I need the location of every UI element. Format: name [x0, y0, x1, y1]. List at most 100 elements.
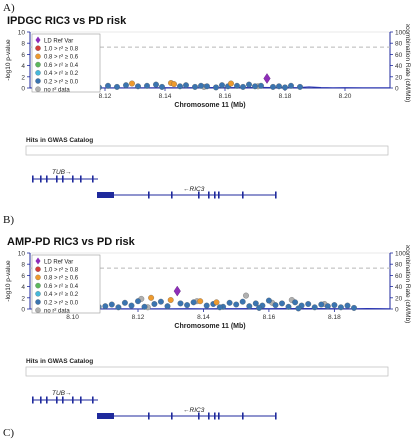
y2-tick-label: 40 — [395, 63, 403, 70]
legend-swatch — [35, 70, 41, 76]
variant-point — [121, 299, 128, 306]
gene-ric3-exon — [214, 412, 216, 420]
variant-point — [279, 300, 285, 307]
y2-tick-label: 40 — [395, 284, 403, 291]
y2-tick-label: 100 — [395, 30, 406, 37]
variant-point — [213, 299, 220, 306]
variant-point — [167, 297, 174, 303]
legend-label: LD Ref Var — [44, 259, 73, 265]
legend-label: 0.4 > r² ≥ 0.2 — [44, 292, 79, 298]
variant-point — [177, 300, 184, 307]
variant-point — [272, 302, 279, 309]
x-tick-label: 8.12 — [132, 314, 145, 321]
gene-tub-exon — [72, 396, 74, 404]
y2-tick-label: 80 — [395, 41, 403, 48]
gene-ric3-exon — [171, 412, 173, 420]
variant-point — [144, 82, 150, 89]
y2-tick-label: 60 — [395, 52, 403, 59]
variant-point — [324, 303, 331, 310]
y-tick-label: 10 — [18, 30, 26, 37]
variant-point — [258, 82, 264, 89]
variant-point — [135, 298, 141, 305]
y-tick-label: 4 — [21, 284, 25, 291]
gene-ric3-exon — [208, 412, 210, 420]
legend-label: 0.2 > r² ≥ 0.0 — [44, 300, 79, 306]
y-tick-label: 6 — [21, 52, 25, 59]
legend-label: no r² data — [44, 309, 70, 315]
x-axis-title: Chromosome 11 (Mb) — [174, 323, 245, 330]
gene-tub-exon — [46, 396, 48, 404]
gene-tub-exon — [80, 175, 82, 183]
lead-variant-diamond — [173, 285, 181, 297]
y2-tick-label: 20 — [395, 74, 403, 81]
variant-point — [164, 303, 171, 310]
variant-point — [305, 301, 312, 307]
variant-point — [282, 84, 288, 91]
variant-point — [151, 301, 158, 307]
variant-point — [276, 83, 282, 90]
gene-tub-exon — [92, 175, 94, 183]
gene-ric3-exon — [208, 191, 210, 199]
gene-ric3-exon — [242, 191, 244, 199]
y-tick-label: 6 — [21, 273, 25, 280]
gene-label-tub: TUB→ — [52, 390, 72, 397]
gene-tub-exon — [62, 175, 64, 183]
variant-point — [351, 304, 357, 311]
x-tick-label: 8.14 — [197, 314, 210, 321]
legend-swatch — [35, 299, 41, 305]
y2-tick-label: 100 — [395, 251, 406, 258]
variant-point — [128, 302, 135, 309]
legend-swatch — [35, 291, 41, 297]
variant-point — [157, 298, 164, 305]
y2-axis-title: Recombination Rate (cM/Mb) — [404, 245, 411, 323]
variant-point — [203, 302, 210, 309]
gene-ric3-exon — [275, 412, 277, 420]
variant-point — [184, 302, 191, 309]
variant-point — [114, 83, 120, 90]
legend-label: 0.8 > r² ≥ 0.6 — [44, 55, 79, 61]
variant-point — [216, 304, 223, 311]
gene-ric3-utr — [97, 413, 114, 419]
gene-ric3-exon — [242, 412, 244, 420]
gene-tub-exon — [92, 396, 94, 404]
y-tick-label: 10 — [18, 251, 26, 258]
gene-tub-exon — [56, 396, 58, 404]
variant-point — [295, 305, 302, 312]
y-tick-label: 2 — [21, 74, 25, 81]
y-tick-label: 8 — [21, 262, 25, 269]
gene-ric3-exon — [171, 191, 173, 199]
x-tick-label: 8.16 — [219, 93, 232, 100]
y-axis-title: -log10 p-value — [5, 260, 12, 302]
panel-label-b: B) — [3, 214, 14, 226]
legend-swatch — [35, 53, 41, 60]
gene-label-tub: TUB→ — [52, 169, 72, 176]
legend-swatch — [35, 266, 41, 272]
variant-point — [135, 83, 141, 90]
variant-point — [233, 301, 240, 308]
y-tick-label: 4 — [21, 63, 25, 70]
lead-variant-diamond — [263, 73, 271, 84]
chart-title-a: IPDGC RIC3 vs PD risk — [7, 15, 127, 27]
gene-tub-exon — [32, 175, 34, 183]
variant-point — [252, 83, 258, 90]
gene-ric3-exon — [198, 191, 200, 199]
variant-point — [115, 304, 122, 311]
variant-point — [256, 304, 263, 311]
variant-point — [183, 82, 189, 89]
gene-ric3-exon — [148, 191, 150, 199]
variant-point — [197, 298, 204, 305]
gwas-catalog-track — [25, 145, 389, 156]
variant-point — [102, 303, 109, 310]
legend-swatch — [35, 61, 41, 68]
variant-point — [105, 82, 111, 89]
variant-point — [265, 297, 272, 304]
variant-point — [213, 84, 219, 91]
panel-label-a: A) — [3, 2, 15, 14]
legend-label: 0.4 > r² ≥ 0.2 — [44, 71, 79, 77]
gwas-catalog-track — [25, 366, 389, 377]
gene-tub-exon — [46, 175, 48, 183]
variant-point — [129, 80, 135, 87]
variant-point — [108, 301, 115, 308]
